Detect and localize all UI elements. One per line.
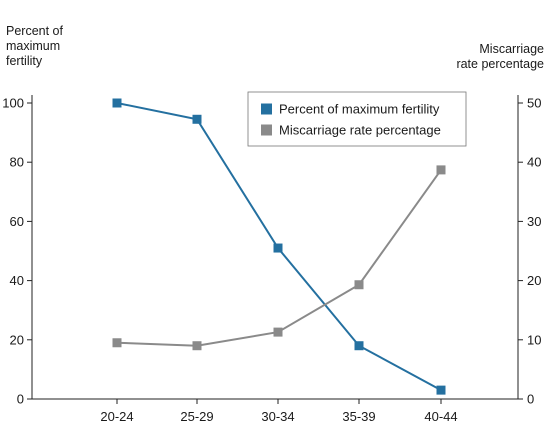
- legend-box: [247, 91, 467, 147]
- series-point-2: [273, 327, 283, 337]
- legend-label: Miscarriage rate percentage: [279, 123, 441, 138]
- series-point-1: [112, 98, 122, 108]
- left-axis-title-line: fertility: [6, 54, 43, 68]
- right-axis-title-line: Miscarriage: [479, 42, 544, 56]
- x-axis-tick-label: 30-34: [261, 409, 294, 424]
- right-axis-tick-label: 40: [527, 155, 541, 170]
- left-axis-title: Percent of maximum fertility: [6, 24, 63, 69]
- legend-label: Percent of maximum fertility: [279, 102, 440, 117]
- series-point-2: [436, 165, 446, 175]
- x-axis-tick-label: 40-44: [424, 409, 457, 424]
- left-axis-tick-label: 80: [10, 155, 24, 170]
- right-axis-title-line: rate percentage: [456, 57, 544, 71]
- series-point-2: [354, 280, 364, 290]
- left-axis-tick-label: 100: [2, 96, 24, 111]
- right-axis-tick-label: 50: [527, 96, 541, 111]
- left-axis-tick-label: 0: [17, 392, 24, 407]
- left-axis-tick-label: 20: [10, 332, 24, 347]
- right-axis-tick-label: 20: [527, 273, 541, 288]
- series-point-1: [273, 243, 283, 253]
- left-axis-tick-label: 40: [10, 273, 24, 288]
- left-axis-title-line: maximum: [6, 39, 61, 53]
- series-line-2: [116, 169, 442, 347]
- right-axis-tick-label: 30: [527, 214, 541, 229]
- right-axis-tick-label: 0: [527, 392, 534, 407]
- legend-swatch: [261, 124, 272, 136]
- series-point-1: [354, 341, 364, 351]
- x-axis-tick-label: 25-29: [180, 409, 213, 424]
- series-point-1: [436, 385, 446, 395]
- series-point-2: [112, 338, 122, 348]
- x-axis-tick-label: 20-24: [100, 409, 133, 424]
- left-axis-title-line: Percent of: [6, 24, 63, 38]
- series-point-1: [192, 114, 202, 124]
- x-axis-tick-label: 35-39: [342, 409, 375, 424]
- legend-swatch: [261, 103, 272, 115]
- right-axis-title: Miscarriage rate percentage: [456, 42, 544, 72]
- left-axis-tick-label: 60: [10, 214, 24, 229]
- right-axis-tick-label: 10: [527, 332, 541, 347]
- series-point-2: [192, 341, 202, 351]
